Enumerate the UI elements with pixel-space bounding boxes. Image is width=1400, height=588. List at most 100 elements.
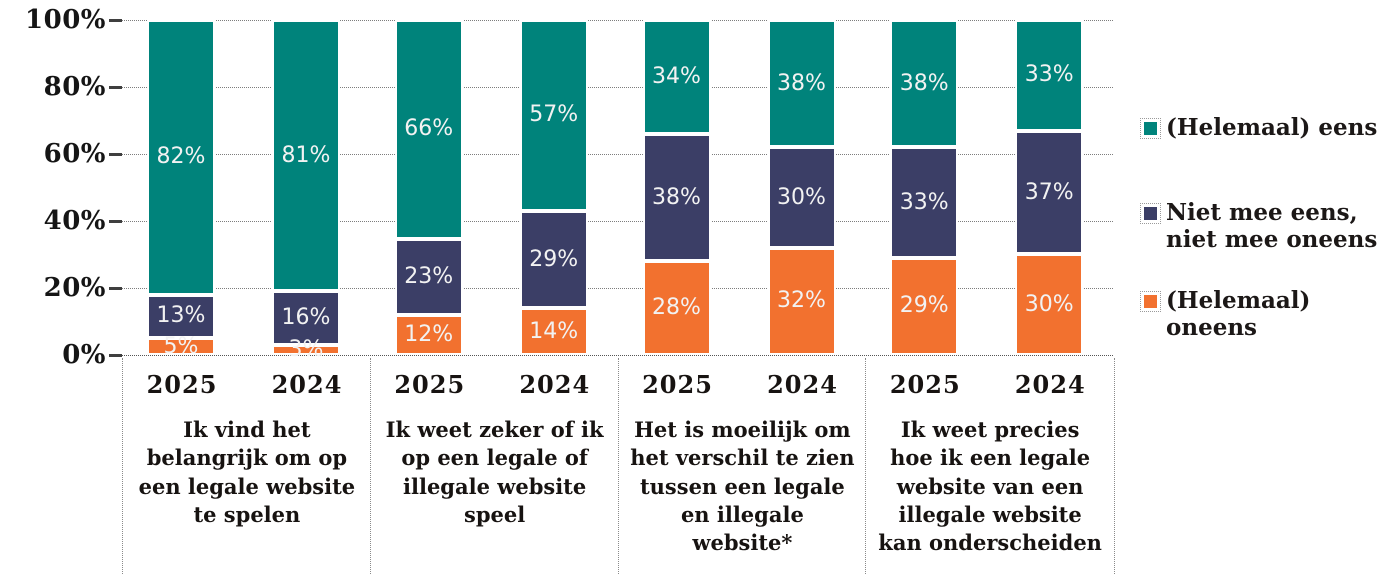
bar-segment-eens: 66% [394,20,463,239]
bar-2025: 82% 13% 5% [147,20,215,359]
group-label-box: 2025 2024 Ik vind het belangrijk om op een… [122,358,371,574]
y-axis-tick-mark [109,86,122,89]
bar-2025: 34% 38% 28% [642,20,711,355]
y-axis-tick-label: 60% [43,139,106,169]
y-axis-tick-label: 100% [25,5,106,35]
bar-segment-oneens: 5% [147,333,215,359]
legend-swatch-icon [1140,203,1161,224]
y-axis-tick-label: 0% [62,340,106,370]
plot-area: 82% 13% 5% 81% 16% 3% 66% 23% 12% 57% 29% 14% 34% 38%… [122,20,1113,360]
bar-segment-value: 37% [1024,179,1074,205]
legend-swatch-icon [1140,291,1161,312]
bar-2025: 38% 33% 29% [890,20,959,355]
y-axis-tick-mark [109,354,122,357]
gridline [122,87,1113,88]
bar-segment-value: 16% [281,305,331,331]
bar-segment-eens: 38% [767,20,836,148]
bar-segment-neutraal: 37% [1015,130,1084,255]
bar-segment-value: 3% [288,336,324,362]
bar-segment-eens: 81% [272,20,340,292]
bar-segment-oneens: 12% [394,315,463,355]
bar-segment-value: 33% [1024,62,1074,88]
bar-segment-neutraal: 16% [272,291,340,345]
year-label: 2025 [642,370,713,399]
legend-item-label: Niet mee eens, niet mee oneens [1166,199,1378,253]
legend-item-label: (Helemaal) oneens [1166,287,1311,341]
bar-segment-oneens: 28% [642,261,711,355]
legend-swatch-icon [1140,118,1161,139]
bar-segment-oneens: 3% [272,338,340,360]
legend: (Helemaal) eens Niet mee eens, niet mee o… [1140,0,1400,588]
bar-segment-value: 23% [404,264,454,290]
y-axis-tick-mark [109,153,122,156]
bar-2024: 57% 29% 14% [519,20,588,355]
group-label-box: 2025 2024 Ik weet zeker of ik op een legal… [369,358,619,574]
group-statement: Het is moeilijk om het verschil te zien … [630,417,855,556]
legend-item-eens: (Helemaal) eens [1140,114,1379,141]
legend-item-oneens: (Helemaal) oneens [1140,287,1379,341]
group-statement: Ik weet precies hoe ik een legale websit… [878,417,1102,556]
year-label: 2024 [519,370,591,399]
bar-segment-eens: 33% [1015,20,1084,131]
bar-segment-value: 30% [1024,291,1074,317]
gridline [122,154,1113,155]
y-axis-tick-mark [109,287,122,290]
bar-segment-oneens: 14% [519,308,588,355]
bar-segment-value: 28% [652,295,701,321]
group-statement: Ik weet zeker of ik op een legale of ill… [385,417,604,528]
bar-segment-value: 29% [899,293,949,319]
bar-segment-value: 30% [777,184,826,210]
bar-segment-value: 33% [899,189,949,215]
bar-segment-neutraal: 29% [519,210,588,309]
gridline [122,20,1113,21]
bar-segment-eens: 82% [147,20,215,295]
group-statement: Ik vind het belangrijk om op een legale … [138,417,356,528]
gridline [122,221,1113,222]
gridline [122,288,1113,289]
bar-segment-value: 38% [899,70,949,96]
legend-item-neutraal: Niet mee eens, niet mee oneens [1140,199,1379,253]
bar-2025: 66% 23% 12% [394,20,463,355]
legend-item-label: (Helemaal) eens [1166,114,1378,141]
group-label-box: 2025 2024 Het is moeilijk om het verschil … [617,358,867,574]
bar-segment-value: 29% [529,246,579,272]
bar-segment-eens: 57% [519,20,588,211]
bar-segment-oneens: 32% [767,247,836,355]
bar-segment-value: 13% [156,303,206,329]
bar-segment-value: 34% [652,63,701,89]
year-label: 2024 [271,370,343,399]
bar-segment-value: 38% [652,184,701,210]
y-axis-tick-label: 80% [43,72,106,102]
bar-segment-eens: 38% [890,20,959,148]
bar-segment-neutraal: 30% [767,147,836,248]
year-label: 2025 [889,370,961,399]
year-label: 2024 [1014,370,1086,399]
bar-segment-value: 14% [529,318,579,344]
bar-segment-value: 81% [281,142,331,168]
bar-2024: 33% 37% 30% [1015,20,1084,355]
bar-2024: 38% 30% 32% [767,20,836,355]
y-axis-tick-mark [109,220,122,223]
x-label-area: 2025 2024 Ik vind het belangrijk om op een… [122,356,1115,582]
bar-segment-value: 12% [404,322,454,348]
bar-segment-neutraal: 23% [394,238,463,316]
bar-segment-value: 38% [777,70,826,96]
y-axis-tick-label: 40% [43,206,106,236]
bar-segment-eens: 34% [642,20,711,134]
year-label: 2025 [394,370,466,399]
bar-segment-value: 57% [529,102,579,128]
year-label: 2025 [146,370,218,399]
gridline [122,355,1113,356]
bar-segment-neutraal: 33% [890,147,959,258]
bar-segment-value: 82% [156,144,206,170]
y-axis-tick-label: 20% [43,273,106,303]
bar-segment-value: 5% [163,333,199,359]
year-label: 2024 [767,370,838,399]
bar-segment-neutraal: 13% [147,294,215,339]
y-axis-tick-mark [109,19,122,22]
group-label-box: 2025 2024 Ik weet precies hoe ik een legal… [865,358,1115,574]
bar-segment-value: 66% [404,116,454,142]
bar-segment-oneens: 29% [890,257,959,355]
bar-segment-oneens: 30% [1015,254,1084,355]
